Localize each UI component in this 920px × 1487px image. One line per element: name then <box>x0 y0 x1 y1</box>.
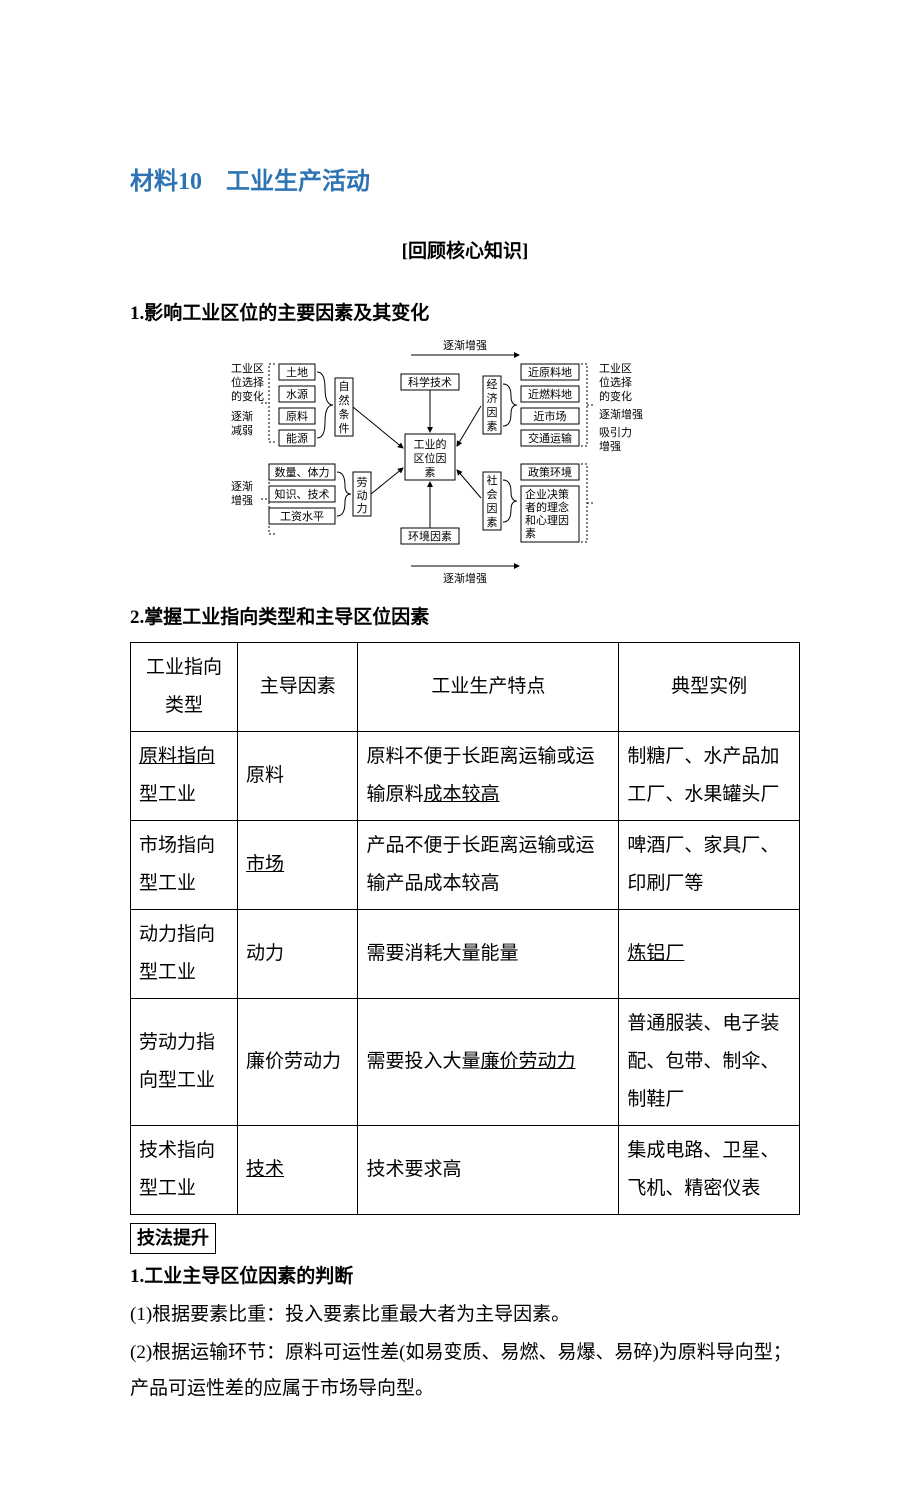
svg-text:近燃料地: 近燃料地 <box>528 387 572 401</box>
top-arrow-label: 逐渐增强 <box>443 338 487 352</box>
svg-text:位选择: 位选择 <box>231 375 264 389</box>
svg-text:工资水平: 工资水平 <box>280 510 324 523</box>
left-boxes-labor: 数量、体力 知识、技术 工资水平 <box>269 464 335 524</box>
section-heading-1: 1.影响工业区位的主要因素及其变化 <box>130 296 800 332</box>
svg-text:能源: 能源 <box>286 431 308 445</box>
svg-text:条: 条 <box>339 407 350 421</box>
subtitle: [回顾核心知识] <box>402 241 529 262</box>
svg-text:的变化: 的变化 <box>599 389 632 403</box>
svg-text:逐渐: 逐渐 <box>231 409 253 423</box>
th-factor: 主导因素 <box>238 642 358 731</box>
left-boxes-natural: 土地 水源 原料 能源 <box>279 364 315 446</box>
table-row: 动力指向型工业 动力 需要消耗大量能量 炼铝厂 <box>131 909 800 998</box>
svg-text:企业决策: 企业决策 <box>525 487 569 501</box>
right-annotation: 工业区 位选择 的变化 逐渐增强 吸引力 增强 <box>599 362 643 453</box>
svg-text:增强: 增强 <box>599 439 621 453</box>
svg-text:因: 因 <box>487 406 498 419</box>
svg-text:逐渐: 逐渐 <box>231 479 253 493</box>
table-row: 技术指向型工业 技术 技术要求高 集成电路、卫星、飞机、精密仪表 <box>131 1125 800 1214</box>
left-annotation: 工业区 位选择 的变化 逐渐 减弱 逐渐 增强 <box>231 362 264 507</box>
svg-text:然: 然 <box>339 393 350 407</box>
th-feature: 工业生产特点 <box>358 642 619 731</box>
svg-text:减弱: 减弱 <box>231 424 253 437</box>
svg-text:近原料地: 近原料地 <box>528 365 572 379</box>
title-spacer <box>202 169 226 195</box>
bottom-arrow-label: 逐渐增强 <box>443 571 487 585</box>
svg-text:逐渐增强: 逐渐增强 <box>599 407 643 421</box>
svg-text:近市场: 近市场 <box>534 409 567 423</box>
title-main: 工业生产活动 <box>226 169 370 195</box>
svg-text:经: 经 <box>487 378 498 391</box>
table-row: 市场指向型工业 市场 产品不便于长距离运输或运输产品成本较高 啤酒厂、家具厂、印… <box>131 820 800 909</box>
title-prefix: 材料10 <box>130 169 202 195</box>
svg-text:素: 素 <box>425 466 436 479</box>
location-factors-diagram: 逐渐增强 工业区 位选择 的变化 逐渐 减弱 逐渐 增强 土地 水源 原料 能源 <box>225 338 705 590</box>
svg-text:者的理念: 者的理念 <box>525 500 569 514</box>
svg-text:劳: 劳 <box>357 476 368 489</box>
svg-text:动: 动 <box>357 489 368 502</box>
svg-text:工业区: 工业区 <box>231 362 264 375</box>
svg-text:政策环境: 政策环境 <box>528 465 572 479</box>
svg-text:水源: 水源 <box>286 387 308 401</box>
svg-text:济: 济 <box>487 391 498 405</box>
center-bottom: 环境因素 <box>408 529 452 543</box>
table-row: 原料指向型工业 原料 原料不便于长距离运输或运输原料成本较高 制糖厂、水产品加工… <box>131 731 800 820</box>
svg-text:自: 自 <box>339 380 350 393</box>
svg-text:吸引力: 吸引力 <box>599 425 632 439</box>
th-example: 典型实例 <box>619 642 800 731</box>
subtitle-row: [回顾核心知识] <box>130 234 800 270</box>
right-boxes: 近原料地 近燃料地 近市场 交通运输 政策环境 <box>521 364 579 480</box>
svg-text:件: 件 <box>339 422 350 435</box>
paragraph-1: (1)根据要素比重：投入要素比重最大者为主导因素。 <box>130 1297 800 1333</box>
table-header-row: 工业指向类型 主导因素 工业生产特点 典型实例 <box>131 642 800 731</box>
skill-tag: 技法提升 <box>130 1223 216 1254</box>
svg-text:会: 会 <box>487 488 498 501</box>
center-top: 科学技术 <box>408 375 452 389</box>
svg-text:交通运输: 交通运输 <box>528 431 572 445</box>
page-title: 材料10 工业生产活动 <box>130 160 800 206</box>
svg-text:素: 素 <box>525 527 536 540</box>
diagram-wrap: 逐渐增强 工业区 位选择 的变化 逐渐 减弱 逐渐 增强 土地 水源 原料 能源 <box>130 338 800 590</box>
svg-text:位选择: 位选择 <box>599 375 632 389</box>
industry-orientation-table: 工业指向类型 主导因素 工业生产特点 典型实例 原料指向型工业 原料 原料不便于… <box>130 642 800 1215</box>
svg-text:因: 因 <box>487 502 498 515</box>
svg-text:素: 素 <box>487 420 498 433</box>
svg-text:土地: 土地 <box>286 366 308 379</box>
svg-text:数量、体力: 数量、体力 <box>275 465 330 479</box>
svg-text:工业区: 工业区 <box>599 362 632 375</box>
svg-text:力: 力 <box>357 502 368 515</box>
skill-heading: 1.工业主导区位因素的判断 <box>130 1259 800 1295</box>
table-row: 劳动力指向型工业 廉价劳动力 需要投入大量廉价劳动力 普通服装、电子装配、包带、… <box>131 998 800 1125</box>
svg-text:知识、技术: 知识、技术 <box>275 487 330 501</box>
svg-text:和心理因: 和心理因 <box>525 514 569 527</box>
section-heading-2: 2.掌握工业指向类型和主导区位因素 <box>130 600 800 636</box>
svg-text:区位因: 区位因 <box>414 451 447 465</box>
svg-text:素: 素 <box>487 516 498 529</box>
th-type: 工业指向类型 <box>131 642 238 731</box>
svg-text:工业的: 工业的 <box>414 437 447 451</box>
svg-text:增强: 增强 <box>231 493 253 507</box>
svg-text:原料: 原料 <box>286 409 308 423</box>
paragraph-2: (2)根据运输环节：原料可运性差(如易变质、易燃、易爆、易碎)为原料导向型；产品… <box>130 1335 800 1407</box>
svg-text:的变化: 的变化 <box>231 389 264 403</box>
svg-text:社: 社 <box>487 473 498 487</box>
